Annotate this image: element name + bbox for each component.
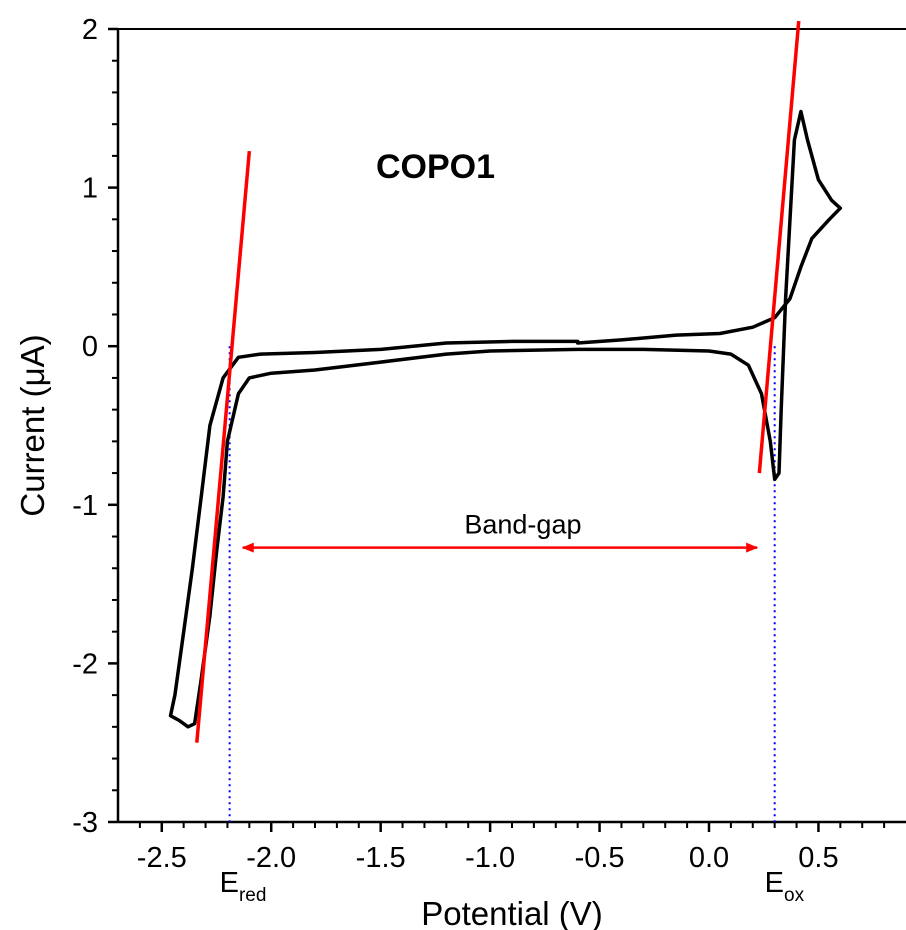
x-axis-title: Potential (V) (421, 895, 603, 930)
tangent-line-0 (195, 150, 252, 743)
marker-subscript: ox (784, 885, 805, 906)
y-tick-label: 2 (82, 14, 98, 46)
x-tick-label: -1.5 (356, 842, 406, 874)
marker-symbol: E (765, 867, 784, 899)
marker-label-ox: Eox (765, 867, 805, 906)
x-tick-label: -2.0 (246, 842, 296, 874)
vertical-markers (228, 346, 776, 822)
y-tick-label: 1 (82, 173, 98, 205)
annotations: Band-gap (241, 510, 759, 553)
marker-label-red: Ered (220, 867, 267, 906)
y-tick-label: -1 (72, 490, 98, 522)
tangent-line-1 (757, 20, 801, 474)
labels: -3 -2 -1 0 1 2 -2.5 -2.0 -1.5 -1.0 -0.5 0.0 0.5 Poten… (14, 14, 839, 930)
x-tick-label: 0.0 (689, 842, 729, 874)
y-tick-label: -3 (72, 807, 98, 839)
data-series (168, 109, 843, 729)
tangent-lines (195, 20, 801, 743)
y-tick-label: -2 (72, 648, 98, 680)
x-tick-label: -1.0 (465, 842, 515, 874)
x-tick-label: -2.5 (137, 842, 187, 874)
marker-subscript: red (239, 885, 266, 906)
y-axis-title: Current (μA) (14, 334, 51, 516)
y-tick-label: 0 (82, 331, 98, 363)
chart-title: COPO1 (376, 148, 495, 186)
band-gap-label: Band-gap (464, 510, 581, 540)
cv-curve-0 (168, 109, 843, 729)
x-tick-label: 0.5 (798, 842, 838, 874)
marker-symbol: E (220, 867, 239, 899)
x-tick-label: -0.5 (575, 842, 625, 874)
